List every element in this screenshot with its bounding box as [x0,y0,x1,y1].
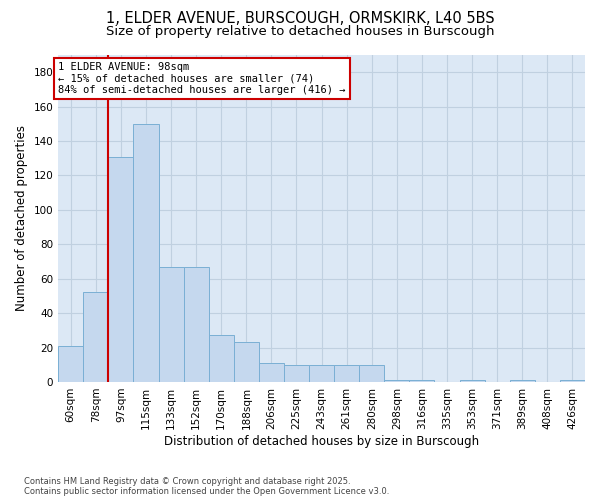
Text: Size of property relative to detached houses in Burscough: Size of property relative to detached ho… [106,25,494,38]
Bar [133,124,158,382]
Bar [560,380,585,382]
Bar [385,380,409,382]
Bar [460,380,485,382]
Bar [409,380,434,382]
Bar [158,266,184,382]
Y-axis label: Number of detached properties: Number of detached properties [15,126,28,312]
X-axis label: Distribution of detached houses by size in Burscough: Distribution of detached houses by size … [164,434,479,448]
Bar [234,342,259,382]
Text: 1 ELDER AVENUE: 98sqm
← 15% of detached houses are smaller (74)
84% of semi-deta: 1 ELDER AVENUE: 98sqm ← 15% of detached … [58,62,346,95]
Bar [83,292,109,382]
Bar [58,346,83,382]
Bar [334,365,359,382]
Text: Contains HM Land Registry data © Crown copyright and database right 2025.
Contai: Contains HM Land Registry data © Crown c… [24,476,389,496]
Bar [184,266,209,382]
Bar [510,380,535,382]
Bar [109,156,133,382]
Bar [284,365,309,382]
Text: 1, ELDER AVENUE, BURSCOUGH, ORMSKIRK, L40 5BS: 1, ELDER AVENUE, BURSCOUGH, ORMSKIRK, L4… [106,11,494,26]
Bar [359,365,385,382]
Bar [259,363,284,382]
Bar [209,336,234,382]
Bar [309,365,334,382]
